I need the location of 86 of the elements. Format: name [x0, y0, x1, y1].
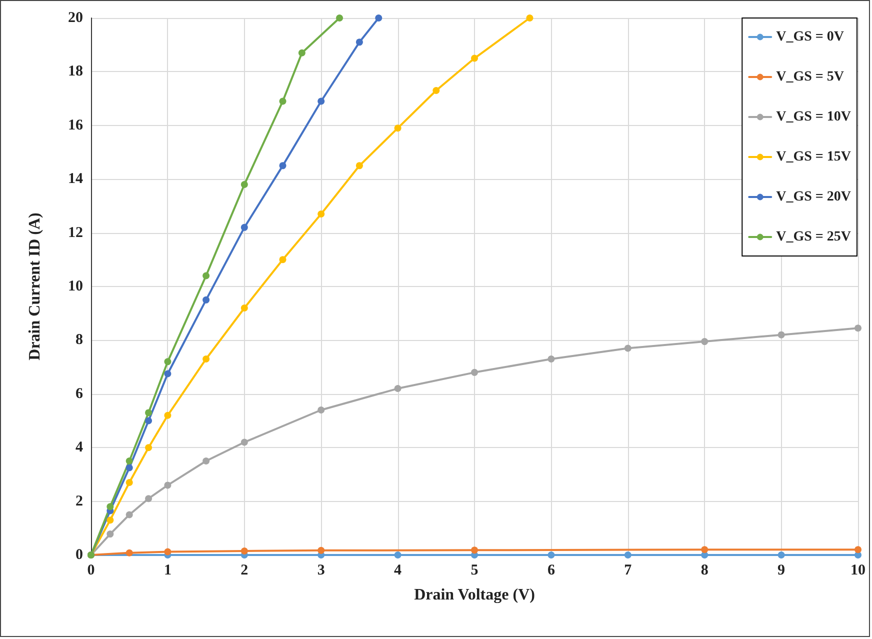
point [701, 338, 708, 346]
y-tick-label: 0 [76, 547, 83, 563]
point [240, 304, 248, 312]
y-tick-label: 14 [68, 171, 84, 188]
legend-label: V_GS = 15V [776, 150, 851, 164]
y-tick-label: 16 [68, 117, 84, 134]
point [548, 355, 555, 362]
point [279, 98, 286, 105]
point [471, 368, 478, 376]
point [548, 552, 555, 558]
x-tick-label: 5 [470, 562, 478, 578]
point [432, 86, 440, 94]
point [279, 162, 286, 170]
x-tick-label: 3 [317, 562, 325, 578]
point [106, 503, 114, 510]
point [318, 546, 325, 554]
x-axis-title: Drain Voltage (V) [414, 586, 535, 604]
x-tick-label: 10 [850, 562, 866, 578]
legend-label: V_GS = 10V [776, 110, 851, 124]
point [145, 495, 152, 502]
point [318, 98, 325, 105]
y-tick-label: 12 [68, 224, 83, 241]
x-tick-label: 2 [240, 562, 248, 578]
point [126, 458, 133, 465]
x-tick-label: 1 [164, 562, 172, 578]
point [164, 358, 172, 366]
point [202, 296, 210, 304]
y-tick-label: 20 [68, 10, 83, 26]
point [336, 14, 344, 22]
point [279, 256, 286, 264]
point [778, 552, 785, 558]
point [778, 331, 785, 338]
point [624, 552, 632, 558]
y-axis-title: Drain Current ID (A) [26, 212, 44, 360]
x-tick-label: 9 [778, 562, 786, 578]
legend-label: V_GS = 25V [776, 230, 851, 244]
point [471, 54, 478, 62]
x-tick-label: 7 [624, 562, 632, 578]
y-tick-label: 18 [68, 64, 83, 80]
point [106, 516, 114, 524]
point [202, 355, 210, 362]
point [318, 406, 325, 414]
point [126, 511, 133, 518]
legend-label: V_GS = 5V [776, 70, 844, 84]
point [394, 124, 402, 132]
point [240, 438, 248, 446]
point [202, 272, 210, 280]
point [126, 549, 133, 556]
point [624, 344, 632, 352]
point [701, 546, 708, 554]
point [240, 547, 248, 554]
point [526, 14, 534, 22]
x-tick-label: 6 [547, 562, 556, 578]
y-tick-label: 4 [76, 440, 84, 456]
point [356, 162, 363, 170]
point [240, 224, 248, 231]
point [471, 546, 478, 554]
point [394, 552, 402, 558]
y-tick-label: 10 [68, 278, 83, 294]
y-tick-label: 2 [76, 493, 83, 510]
x-tick-label: 8 [700, 562, 708, 578]
legend-label: V_GS = 0V [776, 30, 844, 44]
y-tick-label: 6 [76, 386, 84, 402]
point [164, 482, 172, 489]
point [126, 479, 133, 486]
point [854, 546, 862, 554]
point [318, 210, 325, 218]
point [164, 412, 172, 419]
point [854, 324, 862, 332]
point [145, 417, 152, 424]
point [145, 409, 152, 416]
point [375, 14, 382, 22]
y-tick-label: 8 [76, 332, 83, 348]
point [240, 180, 248, 188]
point [106, 530, 114, 538]
x-tick-label: 4 [394, 562, 402, 578]
point [126, 464, 133, 472]
point [164, 370, 172, 378]
x-tick-label: 0 [87, 562, 95, 578]
point [356, 38, 363, 46]
point [145, 444, 152, 452]
point [298, 49, 306, 56]
point [164, 548, 172, 556]
legend-label: V_GS = 20V [776, 190, 851, 204]
point [202, 458, 210, 465]
point [394, 385, 402, 392]
